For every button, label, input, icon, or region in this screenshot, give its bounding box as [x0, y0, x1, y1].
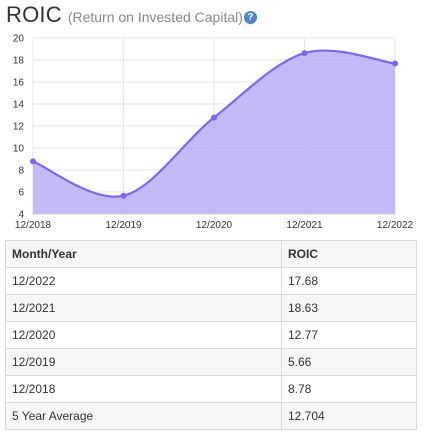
table-cell-period: 12/2018: [5, 375, 282, 403]
x-tick-label: 12/2021: [286, 220, 323, 231]
table-row: 12/2020 12.77: [5, 321, 417, 349]
table-row: 12/2018 8.78: [5, 375, 417, 403]
page-subtitle: (Return on Invested Capital): [67, 9, 243, 25]
y-tick-label: 16: [13, 78, 25, 89]
table-cell-value: 12.704: [281, 402, 417, 430]
table-cell-value: 8.78: [281, 375, 417, 403]
x-tick-label: 12/2018: [15, 220, 52, 231]
page-title: ROIC: [6, 2, 62, 27]
y-tick-label: 18: [13, 56, 25, 67]
x-tick-label: 12/2020: [196, 220, 233, 231]
y-tick-label: 8: [18, 166, 24, 177]
table-header-row: Month/Year ROIC: [5, 240, 417, 268]
x-tick-label: 12/2022: [377, 220, 414, 231]
y-tick-label: 10: [13, 144, 25, 155]
y-tick-label: 4: [18, 210, 24, 221]
table-cell-period: 5 Year Average: [5, 402, 282, 430]
table-cell-period: 12/2021: [5, 294, 282, 322]
roic-table: Month/Year ROIC 12/2022 17.68 12/2021 18…: [5, 240, 417, 430]
table-row: 12/2022 17.68: [5, 267, 417, 295]
x-tick-label: 12/2019: [105, 220, 142, 231]
table-cell-period: 12/2020: [5, 321, 282, 349]
help-icon[interactable]: ?: [243, 11, 257, 24]
table-row-average: 5 Year Average 12.704: [5, 402, 417, 430]
data-point: [392, 60, 398, 67]
table-cell-value: 18.63: [281, 294, 417, 322]
column-header-month-year: Month/Year: [5, 240, 282, 268]
y-tick-label: 12: [13, 122, 25, 133]
roic-area-chart: 4 6 8 10 12 14 16 18 20 12/2018 12/2019 12/2020 12/2…: [13, 34, 414, 232]
data-point: [211, 114, 217, 121]
table-cell-value: 5.66: [281, 348, 417, 376]
y-tick-label: 20: [13, 34, 25, 45]
data-point: [301, 50, 308, 57]
chart-header: ROIC (Return on Invested Capital) ?: [6, 2, 257, 30]
data-point: [120, 192, 127, 199]
y-tick-label: 14: [13, 100, 25, 111]
table-cell-value: 12.77: [281, 321, 417, 349]
table-cell-period: 12/2019: [5, 348, 282, 376]
data-point: [30, 158, 36, 165]
column-header-roic: ROIC: [281, 240, 417, 268]
table-cell-period: 12/2022: [5, 267, 282, 295]
table-row: 12/2019 5.66: [5, 348, 417, 376]
y-tick-label: 6: [18, 188, 24, 199]
table-row: 12/2021 18.63: [5, 294, 417, 322]
series-area-fill: [33, 50, 395, 215]
table-cell-value: 17.68: [281, 267, 417, 295]
